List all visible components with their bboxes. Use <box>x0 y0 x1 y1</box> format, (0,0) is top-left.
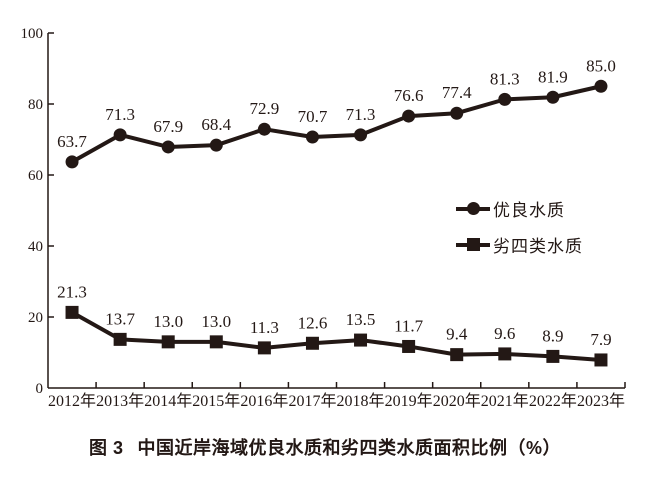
data-point <box>113 128 127 142</box>
data-label: 8.9 <box>542 326 563 345</box>
data-point <box>113 332 127 346</box>
data-point <box>546 349 560 363</box>
data-label: 9.6 <box>494 324 515 343</box>
data-point <box>257 341 271 355</box>
circle-marker-icon <box>456 201 490 216</box>
data-label: 68.4 <box>201 115 231 134</box>
data-label: 11.3 <box>250 318 279 337</box>
data-point <box>402 339 416 353</box>
data-label: 81.3 <box>490 69 520 88</box>
data-point <box>594 353 608 367</box>
data-label: 67.9 <box>153 117 183 136</box>
data-label: 85.0 <box>586 56 616 75</box>
x-tick-label: 2022年 <box>529 392 577 410</box>
series-line-0 <box>70 84 603 164</box>
data-point <box>354 333 368 347</box>
data-point <box>305 130 319 144</box>
x-tick-label: 2015年 <box>192 392 240 410</box>
y-tick-label: 0 <box>36 381 44 397</box>
legend-label: 优良水质 <box>493 201 565 220</box>
figure-title: 中国近岸海域优良水质和劣四类水质面积比例（%） <box>137 438 562 458</box>
x-tick-label: 2016年 <box>240 392 288 410</box>
data-label: 11.7 <box>394 316 424 335</box>
x-tick-label: 2021年 <box>481 392 529 410</box>
data-label: 63.7 <box>57 132 87 151</box>
figure-caption: 图 3 中国近岸海域优良水质和劣四类水质面积比例（%） <box>0 434 650 460</box>
figure-number: 图 3 <box>88 438 124 458</box>
data-label: 13.7 <box>105 309 135 328</box>
y-tick-label: 20 <box>28 310 43 326</box>
x-tick-label: 2019年 <box>385 392 433 410</box>
data-label: 76.6 <box>394 86 424 105</box>
data-label: 13.0 <box>153 312 183 331</box>
series-line-1 <box>70 310 603 362</box>
data-label: 70.7 <box>298 107 328 126</box>
square-marker-icon <box>456 237 490 252</box>
data-point <box>402 109 416 123</box>
data-point <box>498 92 512 106</box>
y-tick-label: 60 <box>28 168 43 184</box>
legend-item-excellent-water: 优良水质 <box>456 196 583 221</box>
x-tick-label: 2013年 <box>96 392 144 410</box>
data-label: 13.0 <box>201 312 231 331</box>
data-point <box>305 336 319 350</box>
x-tick-label: 2014年 <box>144 392 192 410</box>
legend-label: 劣四类水质 <box>493 237 583 256</box>
legend-item-inferior-grade4-water: 劣四类水质 <box>456 232 583 257</box>
data-label: 71.3 <box>346 105 376 124</box>
data-point <box>209 138 223 152</box>
x-tick-label: 2017年 <box>288 392 336 410</box>
data-point <box>209 335 223 349</box>
x-tick-label: 2023年 <box>577 392 625 410</box>
data-point <box>594 79 608 93</box>
data-label: 71.3 <box>105 105 135 124</box>
data-label: 13.5 <box>346 310 376 329</box>
chart-legend: 优良水质 劣四类水质 <box>456 196 583 257</box>
data-point <box>65 305 79 319</box>
data-point <box>498 347 512 361</box>
data-point <box>161 140 175 154</box>
data-label: 21.3 <box>57 282 87 301</box>
y-tick-label: 100 <box>21 26 44 42</box>
x-tick-label: 2020年 <box>433 392 481 410</box>
data-label: 81.9 <box>538 67 568 86</box>
data-label: 7.9 <box>590 330 611 349</box>
data-point <box>546 90 560 104</box>
data-label: 77.4 <box>442 83 472 102</box>
data-label: 72.9 <box>250 99 280 118</box>
data-point <box>65 155 79 169</box>
y-tick-label: 80 <box>28 97 43 113</box>
data-label: 12.6 <box>298 313 328 332</box>
data-label: 9.4 <box>446 325 468 344</box>
x-tick-label: 2018年 <box>337 392 385 410</box>
data-point <box>161 335 175 349</box>
y-tick-label: 40 <box>28 239 43 255</box>
data-point <box>354 128 368 142</box>
data-point <box>450 106 464 120</box>
data-point <box>257 122 271 136</box>
data-point <box>450 348 464 362</box>
x-tick-label: 2012年 <box>48 392 96 410</box>
